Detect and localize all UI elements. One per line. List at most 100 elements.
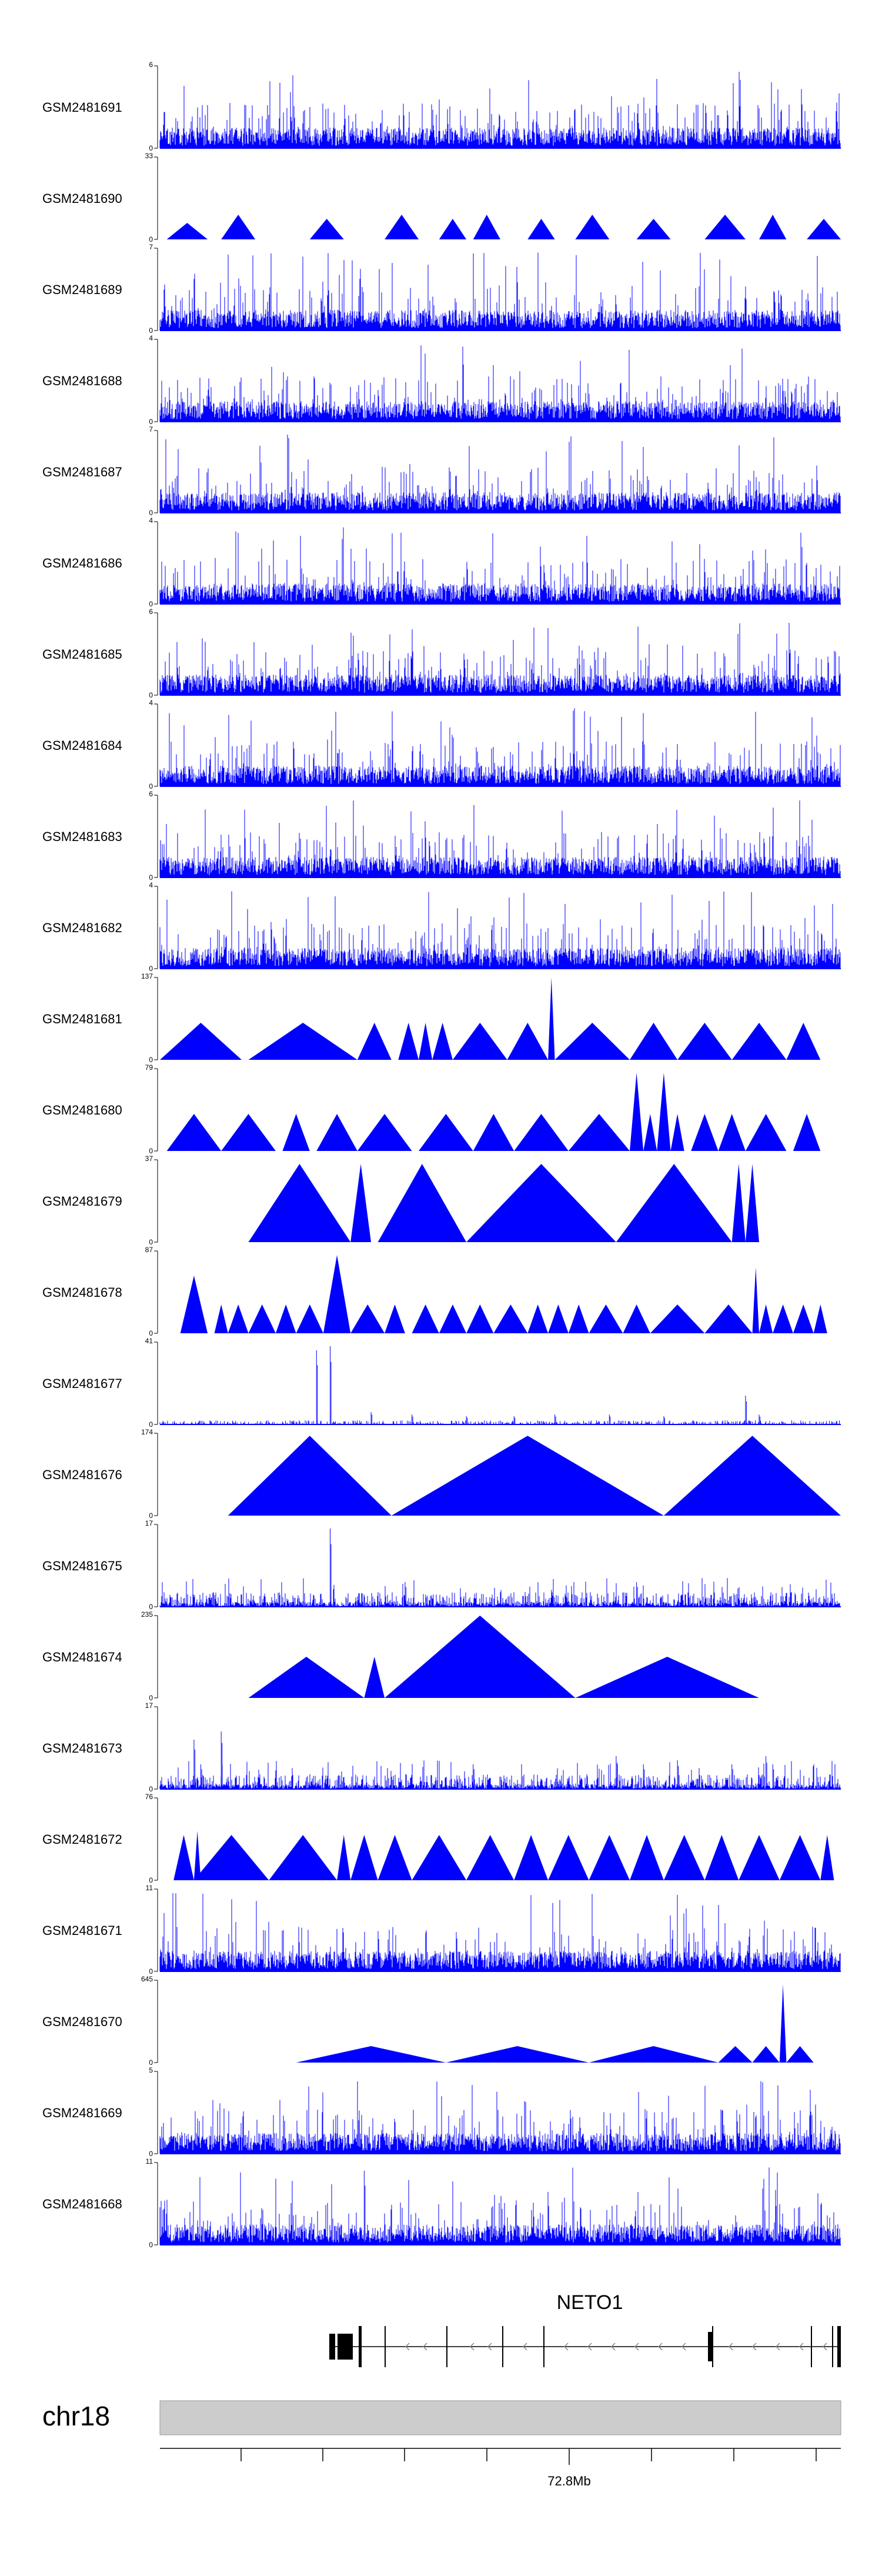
y-axis-min-label: 0 bbox=[149, 144, 153, 152]
track-GSM2481683: GSM2481683 6 0 bbox=[42, 790, 841, 882]
y-axis-max-label: 17 bbox=[145, 1701, 153, 1710]
gene-exon bbox=[329, 2334, 335, 2360]
track-GSM2481691: GSM2481691 6 0 bbox=[42, 61, 841, 152]
track-label: GSM2481690 bbox=[42, 191, 122, 206]
track-label: GSM2481669 bbox=[42, 2105, 122, 2120]
gene-track: NETO1 bbox=[329, 2291, 841, 2367]
y-axis-min-label: 0 bbox=[149, 509, 153, 517]
strand-arrow bbox=[681, 2343, 686, 2351]
strand-arrow bbox=[469, 2343, 475, 2351]
track-GSM2481687: GSM2481687 7 0 bbox=[42, 425, 841, 517]
signal-bars bbox=[159, 527, 841, 604]
track-label: GSM2481685 bbox=[42, 647, 122, 662]
track-GSM2481675: GSM2481675 17 0 bbox=[42, 1519, 841, 1611]
y-axis-min-label: 0 bbox=[149, 1603, 153, 1611]
y-axis-max-label: 235 bbox=[141, 1610, 153, 1619]
signal-bars bbox=[159, 623, 841, 695]
y-axis-max-label: 4 bbox=[149, 516, 153, 525]
y-axis-max-label: 4 bbox=[149, 334, 153, 342]
signal-area bbox=[248, 1616, 759, 1698]
y-axis-max-label: 87 bbox=[145, 1246, 153, 1254]
track-label: GSM2481688 bbox=[42, 373, 122, 388]
y-axis-min-label: 0 bbox=[149, 1967, 153, 1976]
strand-arrow bbox=[822, 2343, 827, 2351]
strand-arrow bbox=[487, 2343, 492, 2351]
track-GSM2481680: GSM2481680 79 0 bbox=[42, 1063, 821, 1155]
signal-bars bbox=[159, 1346, 840, 1424]
y-axis-max-label: 33 bbox=[145, 152, 153, 160]
y-axis-min-label: 0 bbox=[149, 600, 153, 608]
strand-arrow bbox=[728, 2343, 733, 2351]
y-axis-max-label: 645 bbox=[141, 1975, 153, 1983]
y-axis-min-label: 0 bbox=[149, 1420, 153, 1429]
track-label: GSM2481678 bbox=[42, 1285, 122, 1300]
track-label: GSM2481680 bbox=[42, 1103, 122, 1117]
strand-arrow bbox=[522, 2343, 527, 2351]
signal-tracks: GSM248169160GSM2481690330GSM248168970GSM… bbox=[42, 61, 841, 2249]
track-GSM2481685: GSM2481685 6 0 bbox=[42, 608, 841, 699]
y-axis-max-label: 6 bbox=[149, 608, 153, 616]
signal-area bbox=[166, 1073, 821, 1151]
y-axis-min-label: 0 bbox=[149, 235, 153, 243]
strand-arrow bbox=[563, 2343, 569, 2351]
gene-exon bbox=[837, 2326, 841, 2367]
track-label: GSM2481683 bbox=[42, 829, 122, 844]
y-axis-max-label: 5 bbox=[149, 2066, 153, 2074]
signal-area bbox=[173, 1831, 834, 1880]
signal-area bbox=[228, 1436, 841, 1516]
track-label: GSM2481674 bbox=[42, 1650, 122, 1664]
track-GSM2481678: GSM2481678 87 0 bbox=[42, 1246, 827, 1337]
y-axis-max-label: 79 bbox=[145, 1063, 153, 1072]
signal-bars bbox=[159, 252, 841, 331]
gene-name-label: NETO1 bbox=[557, 2291, 623, 2314]
y-axis-min-label: 0 bbox=[149, 418, 153, 426]
y-axis-max-label: 6 bbox=[149, 790, 153, 798]
track-GSM2481688: GSM2481688 4 0 bbox=[42, 334, 841, 426]
strand-arrow bbox=[587, 2343, 592, 2351]
signal-bars bbox=[159, 1731, 841, 1789]
gene-exon bbox=[359, 2326, 362, 2367]
track-label: GSM2481679 bbox=[42, 1194, 122, 1209]
gene-exon bbox=[338, 2334, 353, 2360]
y-axis-max-label: 4 bbox=[149, 699, 153, 707]
y-axis-min-label: 0 bbox=[149, 2241, 153, 2249]
signal-bars bbox=[159, 1529, 841, 1607]
y-axis-min-label: 0 bbox=[149, 1511, 153, 1520]
y-axis-max-label: 11 bbox=[146, 1884, 153, 1892]
strand-arrow bbox=[422, 2343, 427, 2351]
track-label: GSM2481673 bbox=[42, 1741, 122, 1756]
y-axis-min-label: 0 bbox=[149, 1876, 153, 1884]
y-axis-min-label: 0 bbox=[149, 1329, 153, 1337]
y-axis-max-label: 41 bbox=[145, 1337, 153, 1345]
track-GSM2481690: GSM2481690 33 0 bbox=[42, 152, 841, 243]
signal-area bbox=[248, 1164, 759, 1242]
strand-arrow bbox=[775, 2343, 780, 2351]
track-label: GSM2481671 bbox=[42, 1923, 122, 1938]
y-axis-max-label: 7 bbox=[149, 425, 153, 433]
track-label: GSM2481672 bbox=[42, 1832, 122, 1847]
track-GSM2481670: GSM2481670 645 0 bbox=[42, 1975, 814, 2067]
y-axis-max-label: 7 bbox=[149, 243, 153, 251]
y-axis-min-label: 0 bbox=[149, 1785, 153, 1793]
track-GSM2481669: GSM2481669 5 0 bbox=[42, 2066, 841, 2158]
strand-arrow bbox=[751, 2343, 757, 2351]
y-axis-min-label: 0 bbox=[149, 326, 153, 335]
signal-area bbox=[166, 215, 841, 239]
y-axis-min-label: 0 bbox=[149, 691, 153, 699]
track-label: GSM2481676 bbox=[42, 1467, 122, 1482]
axis-position-label: 72.8Mb bbox=[547, 2474, 590, 2488]
chromosome-label: chr18 bbox=[42, 2401, 110, 2431]
track-label: GSM2481675 bbox=[42, 1559, 122, 1573]
track-GSM2481679: GSM2481679 37 0 bbox=[42, 1154, 759, 1246]
track-label: GSM2481681 bbox=[42, 1012, 122, 1026]
y-axis-min-label: 0 bbox=[149, 965, 153, 973]
y-axis-min-label: 0 bbox=[149, 1238, 153, 1246]
signal-bars bbox=[159, 345, 841, 422]
track-GSM2481672: GSM2481672 76 0 bbox=[42, 1793, 834, 1884]
signal-bars bbox=[159, 891, 841, 969]
y-axis-max-label: 6 bbox=[149, 61, 153, 69]
track-GSM2481676: GSM2481676 174 0 bbox=[42, 1428, 841, 1520]
track-label: GSM2481687 bbox=[42, 465, 122, 479]
track-GSM2481684: GSM2481684 4 0 bbox=[42, 699, 841, 790]
